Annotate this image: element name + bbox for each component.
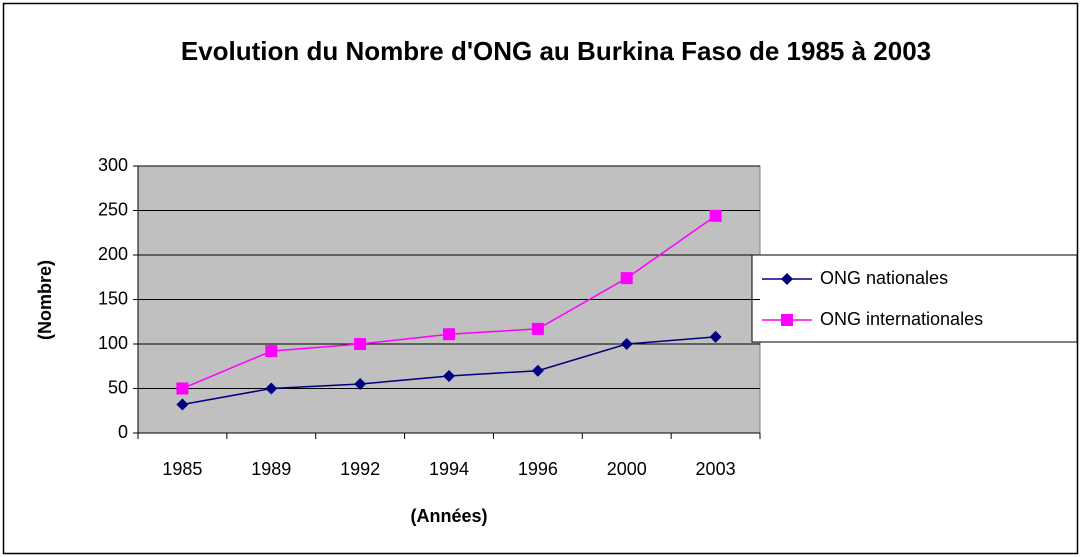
x-tick-label: 1994 [429,459,469,479]
chart-title: Evolution du Nombre d'ONG au Burkina Fas… [180,36,932,66]
y-tick-label: 0 [118,422,128,442]
data-point [620,272,633,285]
legend-marker [781,314,793,326]
legend-marker [781,273,793,285]
y-axis-label: (Nombre) [35,260,55,340]
data-point [531,322,544,335]
data-point [354,338,367,350]
legend-label: ONG internationales [820,309,983,329]
y-tick-label: 50 [108,377,128,397]
x-axis-label: (Années) [410,506,487,526]
x-tick-label: 1992 [340,459,380,479]
data-point [443,328,455,341]
y-tick-label: 250 [98,199,128,219]
data-point [531,364,544,377]
x-tick-label: 2000 [607,459,647,479]
y-tick-label: 100 [98,333,128,353]
data-point [709,209,722,222]
data-point [176,398,189,411]
x-tick-label: 2003 [696,459,736,479]
y-tick-label: 300 [98,155,128,175]
data-point [265,382,278,395]
data-point [354,378,367,391]
x-tick-label: 1989 [251,459,291,479]
legend-label: ONG nationales [820,268,948,288]
x-tick-label: 1996 [518,459,558,479]
data-point [620,338,633,350]
y-tick-label: 200 [98,244,128,264]
x-tick-label: 1985 [162,459,202,479]
data-point [443,370,455,383]
legend [751,254,1078,343]
y-tick-label: 150 [98,288,128,308]
data-point [176,382,189,395]
data-point [709,330,722,343]
data-point [265,345,278,358]
